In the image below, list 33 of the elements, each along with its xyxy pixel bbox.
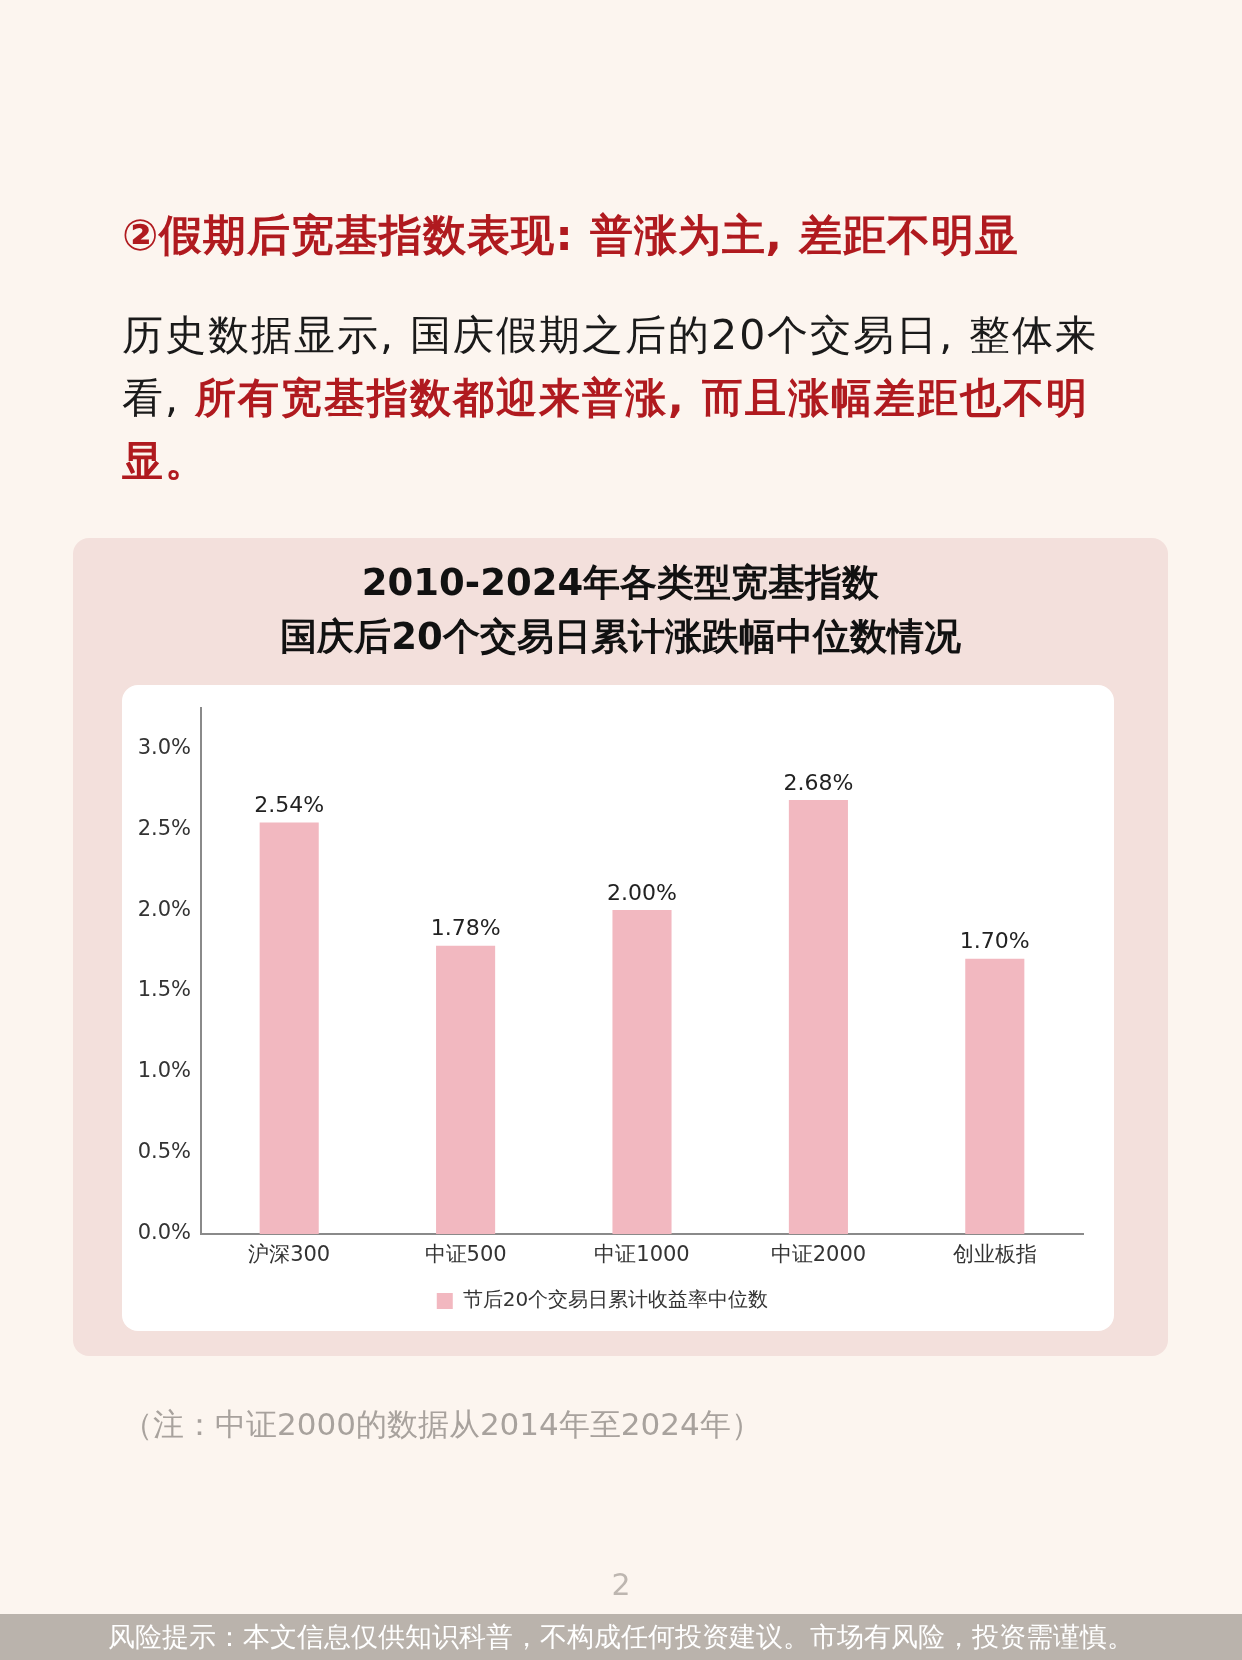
y-tick-label: 0.0% [137, 1220, 191, 1245]
bar [259, 822, 319, 1234]
x-tick-label: 中证1000 [594, 1242, 690, 1267]
y-tick-label: 3.0% [137, 734, 191, 759]
text: 风险提示：本文信息仅供知识科普，不构成任何投资建议。市场有风险，投资需谨慎。 [0, 1614, 1242, 1660]
x-tick-label: 沪深300 [248, 1242, 331, 1267]
legend-label: 节后20个交易日累计收益率中位数 [462, 1287, 769, 1312]
y-tick-label: 1.0% [137, 1058, 191, 1083]
text: ②假期后宽基指数表现: 普涨为主, 差距不明显 [122, 209, 1019, 262]
bar [612, 910, 672, 1234]
data-label: 2.68% [783, 769, 854, 795]
text: 看, [122, 374, 182, 422]
y-tick-label: 2.0% [137, 896, 191, 921]
bar [788, 799, 848, 1234]
data-label: 1.78% [430, 915, 501, 941]
y-tick-label: 0.5% [137, 1139, 191, 1164]
data-label: 2.00% [607, 879, 677, 905]
x-tick-label: 中证2000 [770, 1242, 867, 1267]
x-tick-label: 中证500 [424, 1242, 507, 1267]
text: 显。 [122, 436, 208, 487]
y-tick-label: 2.5% [137, 815, 191, 840]
text: 历史数据显示, 国庆假期之后的20个交易日, 整体来 [122, 310, 1099, 361]
x-tick-label: 创业板指 [952, 1242, 1037, 1267]
y-tick-label: 1.5% [137, 977, 191, 1002]
chart-subtitle: 国庆后20个交易日累计涨跌幅中位数情况 [280, 614, 961, 660]
data-label: 2.54% [254, 792, 325, 818]
chart-title: 2010-2024年各类型宽基指数 [361, 560, 880, 606]
bar [436, 945, 496, 1234]
bar [965, 958, 1025, 1234]
data-label: 1.70% [959, 928, 1030, 954]
text: 所有宽基指数都迎来普涨, 而且涨幅差距也不明 [195, 374, 1089, 422]
text: 2 [610, 1566, 632, 1604]
text: （注：中证2000的数据从2014年至2024年） [122, 1405, 762, 1444]
